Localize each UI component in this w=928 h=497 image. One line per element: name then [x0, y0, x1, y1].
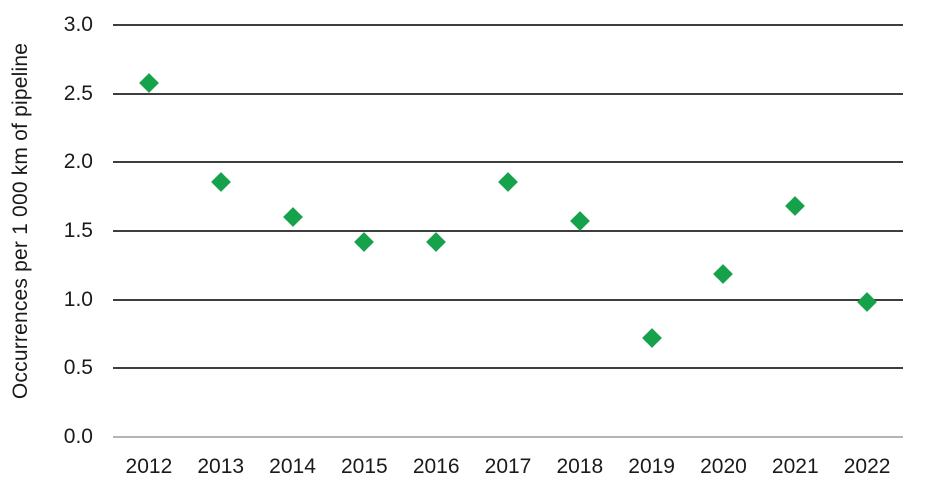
y-axis-title: Occurrences per 1 000 km of pipeline — [9, 42, 32, 400]
gridline-3.0 — [113, 24, 903, 26]
x-axis-line — [113, 436, 903, 438]
gridline-1.0 — [113, 298, 903, 301]
data-point-2019 — [641, 328, 662, 349]
gridline-1.5 — [113, 230, 903, 232]
x-tick-label-2014: 2014 — [269, 455, 316, 478]
x-tick-label-2020: 2020 — [700, 455, 747, 478]
x-tick-label-2018: 2018 — [556, 455, 604, 478]
data-point-2013 — [210, 171, 231, 192]
x-tick-label-2021: 2021 — [771, 455, 819, 478]
x-tick-label-2015: 2015 — [341, 455, 388, 478]
x-tick-label-2016: 2016 — [412, 455, 460, 478]
gridline-2.0 — [113, 161, 903, 164]
x-tick-label-2017: 2017 — [484, 455, 532, 478]
gridline-2.5 — [113, 92, 903, 95]
x-tick-label-2013: 2013 — [197, 455, 245, 478]
y-tick-label-1.0: 1.0 — [63, 287, 93, 311]
gridline-0.5 — [113, 367, 903, 370]
x-tick-label-2022: 2022 — [843, 455, 891, 478]
data-point-2020 — [713, 263, 734, 284]
data-point-2018 — [569, 211, 590, 232]
data-point-2015 — [354, 232, 375, 252]
data-point-2014 — [282, 207, 303, 228]
y-tick-label-3.0: 3.0 — [63, 13, 93, 36]
x-tick-label-2012: 2012 — [125, 455, 173, 478]
y-tick-label-0.0: 0.0 — [63, 425, 93, 448]
y-tick-label-2.0: 2.0 — [63, 150, 93, 174]
data-point-2017 — [498, 171, 518, 192]
data-point-2016 — [426, 232, 447, 252]
data-point-2022 — [857, 292, 877, 313]
y-tick-label-2.5: 2.5 — [63, 81, 93, 105]
data-point-2021 — [785, 196, 806, 217]
y-tick-label-1.5: 1.5 — [63, 219, 93, 242]
y-tick-label-0.5: 0.5 — [63, 356, 93, 380]
data-point-2012 — [139, 72, 159, 93]
x-tick-label-2019: 2019 — [628, 455, 675, 478]
